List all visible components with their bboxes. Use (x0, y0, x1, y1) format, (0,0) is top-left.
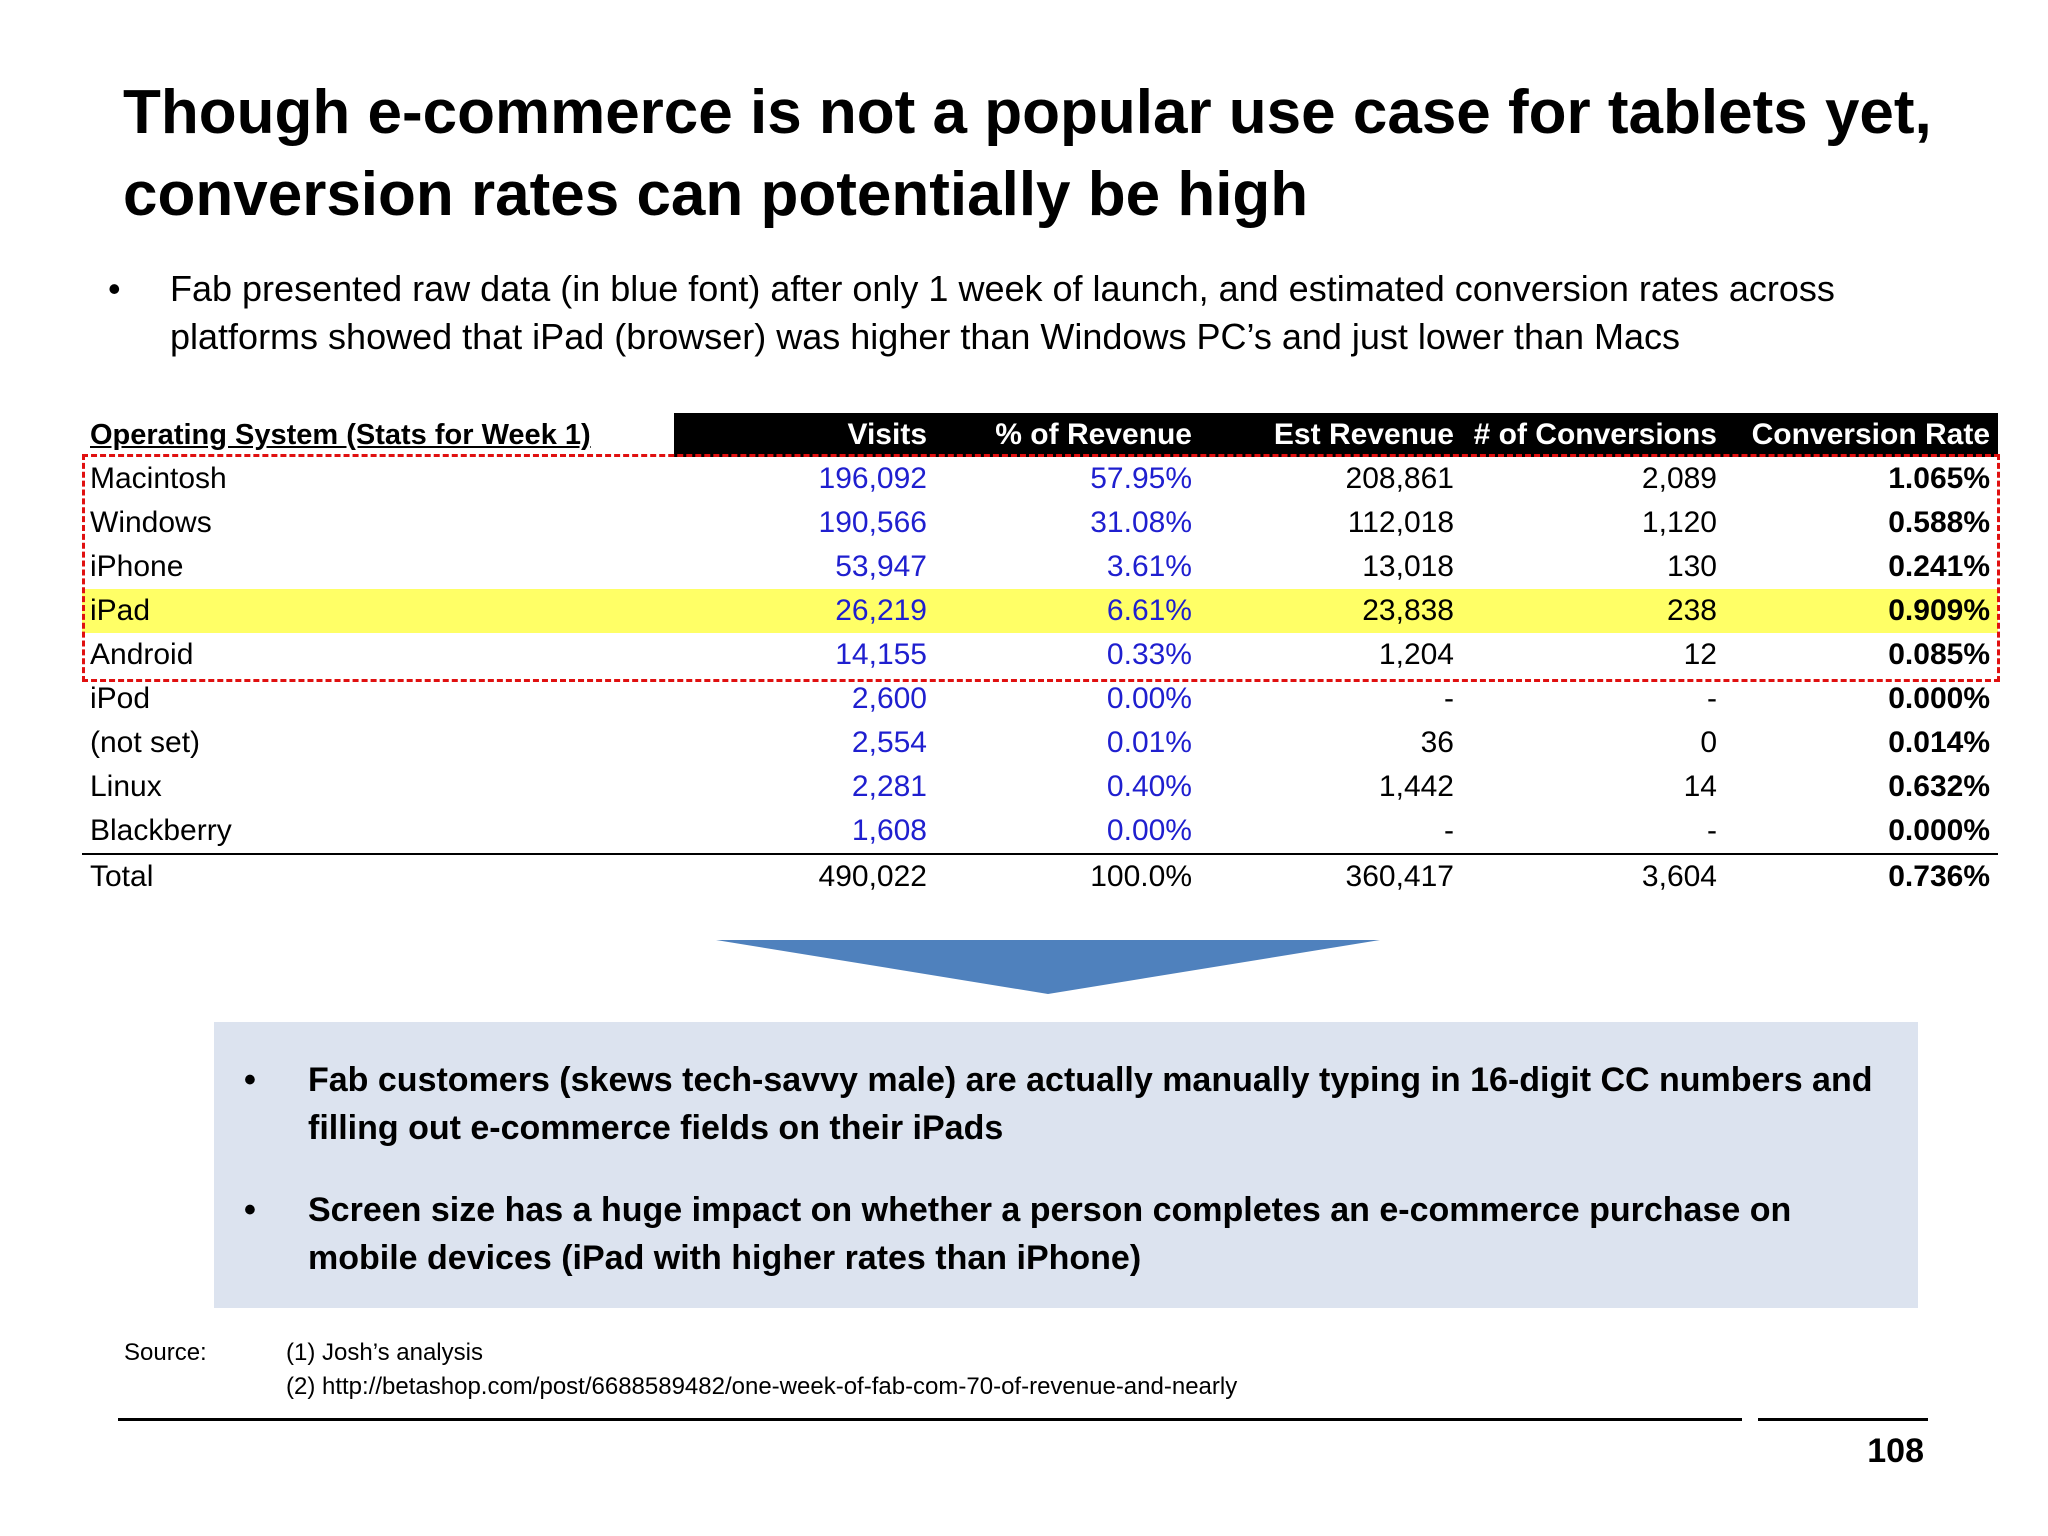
os-stats-table: Operating System (Stats for Week 1) Visi… (82, 413, 1998, 899)
os-name: iPod (90, 682, 151, 715)
total-label: Total (82, 853, 674, 899)
est-revenue: 36 (1420, 726, 1454, 759)
conversions: 2,089 (1641, 462, 1717, 495)
slide-title: Though e-commerce is not a popular use c… (123, 78, 1932, 229)
table-row: Blackberry 1,608 0.00% - - 0.000% (82, 809, 1998, 854)
pct-revenue: 0.33% (1106, 638, 1192, 671)
conversion-rate: 0.241% (1888, 550, 1990, 583)
pct-revenue: 0.00% (1106, 682, 1192, 715)
est-revenue: - (1444, 682, 1454, 715)
bullet-dot: • (244, 1191, 256, 1229)
total-conversion-rate: 0.736% (1725, 853, 1998, 899)
pct-revenue: 57.95% (1090, 462, 1192, 495)
conversion-rate: 0.085% (1888, 638, 1990, 671)
callout-bullet-text: Screen size has a huge impact on whether… (308, 1191, 1792, 1277)
visits: 190,566 (818, 506, 927, 539)
header-est-revenue: Est Revenue (1200, 413, 1462, 457)
pct-revenue: 31.08% (1090, 506, 1192, 539)
source-line: (2) http://betashop.com/post/6688589482/… (286, 1373, 1238, 1400)
footer-rule (118, 1418, 1742, 1421)
down-arrow-icon (716, 940, 1380, 994)
est-revenue: 208,861 (1345, 462, 1454, 495)
os-name: iPhone (90, 550, 184, 583)
pct-revenue: 6.61% (935, 589, 1200, 633)
table-header-row: Operating System (Stats for Week 1) Visi… (82, 413, 1998, 457)
est-revenue: 23,838 (1200, 589, 1462, 633)
conversions: - (1707, 682, 1717, 715)
table-row: Android 14,155 0.33% 1,204 12 0.085% (82, 633, 1998, 677)
visits: 2,281 (851, 770, 927, 803)
visits: 14,155 (835, 638, 927, 671)
source-lines: (1) Josh’s analysis (2) http://betashop.… (286, 1336, 1237, 1404)
source-label: Source: (124, 1339, 207, 1366)
footer-rule-short (1758, 1418, 1928, 1421)
bullet-dot: • (108, 268, 121, 309)
est-revenue: - (1444, 814, 1454, 847)
total-visits: 490,022 (674, 853, 935, 899)
header-visits: Visits (674, 413, 935, 457)
callout-bullet: • Screen size has a huge impact on wheth… (244, 1186, 1884, 1282)
est-revenue: 13,018 (1362, 550, 1454, 583)
os-name: Windows (90, 506, 212, 539)
visits: 196,092 (818, 462, 927, 495)
conversions: 1,120 (1641, 506, 1717, 539)
header-conversions: # of Conversions (1462, 413, 1725, 457)
visits: 2,600 (851, 682, 927, 715)
header-os: Operating System (Stats for Week 1) (82, 413, 674, 457)
bullet-dot: • (244, 1061, 256, 1099)
table-total-row: Total 490,022 100.0% 360,417 3,604 0.736… (82, 853, 1998, 899)
conversions: - (1707, 814, 1717, 847)
header-pct-revenue: % of Revenue (935, 413, 1200, 457)
conversions: 238 (1462, 589, 1725, 633)
os-name: (not set) (90, 726, 201, 759)
pct-revenue: 3.61% (1106, 550, 1192, 583)
conversion-rate: 1.065% (1888, 462, 1990, 495)
conversions: 130 (1666, 550, 1717, 583)
total-pct-revenue: 100.0% (935, 853, 1200, 899)
table-row: iPhone 53,947 3.61% 13,018 130 0.241% (82, 545, 1998, 589)
conversions: 12 (1683, 638, 1717, 671)
conversion-rate: 0.014% (1888, 726, 1990, 759)
table-row: (not set) 2,554 0.01% 36 0 0.014% (82, 721, 1998, 765)
os-name: Linux (90, 770, 162, 803)
source-line: (1) Josh’s analysis (286, 1339, 483, 1366)
header-conversion-rate: Conversion Rate (1725, 413, 1998, 457)
total-est-revenue: 360,417 (1200, 853, 1462, 899)
conversion-rate: 0.000% (1888, 814, 1990, 847)
visits: 1,608 (851, 814, 927, 847)
table-row-highlighted: iPad 26,219 6.61% 23,838 238 0.909% (82, 589, 1998, 633)
est-revenue: 112,018 (1347, 506, 1454, 539)
total-conversions: 3,604 (1462, 853, 1725, 899)
conversion-rate: 0.588% (1888, 506, 1990, 539)
os-name: Android (90, 638, 194, 671)
table-row: iPod 2,600 0.00% - - 0.000% (82, 677, 1998, 721)
os-name: Blackberry (90, 814, 232, 847)
conversions: 0 (1700, 726, 1717, 759)
callout-bullet-text: Fab customers (skews tech-savvy male) ar… (308, 1061, 1873, 1147)
intro-bullet: • Fab presented raw data (in blue font) … (108, 265, 1908, 361)
os-name: Macintosh (90, 462, 227, 495)
insight-callout: • Fab customers (skews tech-savvy male) … (214, 1022, 1918, 1308)
table-row: Linux 2,281 0.40% 1,442 14 0.632% (82, 765, 1998, 809)
conversion-rate: 0.909% (1725, 589, 1998, 633)
os-name: iPad (82, 589, 674, 633)
est-revenue: 1,442 (1378, 770, 1454, 803)
intro-bullet-text: Fab presented raw data (in blue font) af… (170, 268, 1835, 357)
visits: 2,554 (851, 726, 927, 759)
conversions: 14 (1683, 770, 1717, 803)
est-revenue: 1,204 (1378, 638, 1454, 671)
pct-revenue: 0.40% (1106, 770, 1192, 803)
table-row: Windows 190,566 31.08% 112,018 1,120 0.5… (82, 501, 1998, 545)
table-row: Macintosh 196,092 57.95% 208,861 2,089 1… (82, 457, 1998, 501)
conversion-rate: 0.632% (1888, 770, 1990, 803)
visits: 53,947 (835, 550, 927, 583)
callout-bullet: • Fab customers (skews tech-savvy male) … (244, 1056, 1884, 1152)
pct-revenue: 0.01% (1106, 726, 1192, 759)
pct-revenue: 0.00% (1106, 814, 1192, 847)
conversion-rate: 0.000% (1888, 682, 1990, 715)
visits: 26,219 (674, 589, 935, 633)
page-number: 108 (1867, 1432, 1924, 1470)
